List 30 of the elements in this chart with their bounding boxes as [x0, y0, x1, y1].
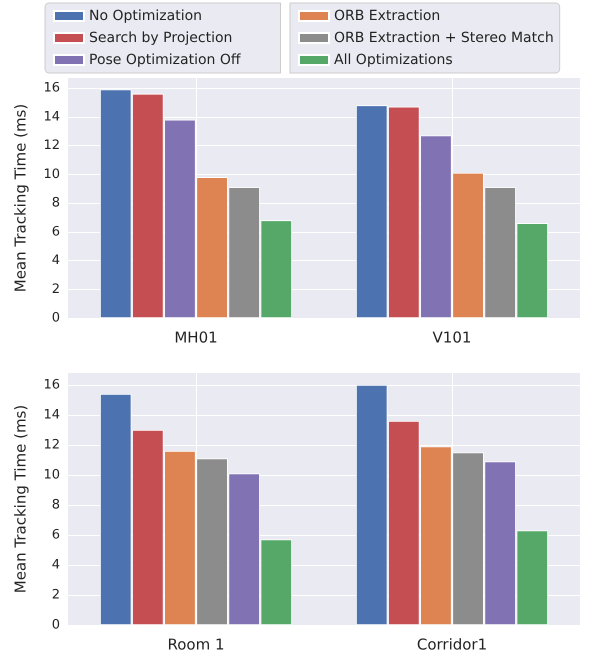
- y-tick-label: 2: [52, 282, 60, 297]
- legend-label: ORB Extraction: [334, 8, 440, 24]
- y-tick-label: 0: [52, 310, 60, 326]
- x-tick-label: MH01: [174, 328, 218, 346]
- y-tick-label: 4: [52, 253, 60, 268]
- y-tick-label: 12: [43, 438, 60, 452]
- y-tick-label: 4: [52, 558, 60, 572]
- y-tick-label: 14: [43, 109, 60, 124]
- y-axis-title: Mean Tracking Time (ms): [12, 404, 30, 594]
- y-tick-label: 10: [43, 166, 60, 182]
- y-tick-label: 2: [52, 588, 60, 602]
- legend-label: Pose Optimization Off: [89, 52, 241, 68]
- y-tick-label: 16: [43, 80, 60, 96]
- y-tick-label: 6: [52, 224, 60, 240]
- legend-label: ORB Extraction + Stereo Match: [334, 30, 554, 46]
- legend-label: No Optimization: [89, 8, 202, 24]
- legend-label: Search by Projection: [89, 30, 232, 46]
- y-tick-label: 10: [43, 468, 60, 482]
- y-tick-label: 6: [52, 528, 60, 542]
- y-tick-label: 16: [43, 378, 60, 392]
- y-axis-title: Mean Tracking Time (ms): [12, 104, 30, 292]
- y-tick-label: 0: [52, 618, 60, 632]
- y-tick-label: 8: [52, 498, 60, 512]
- legend-label: All Optimizations: [334, 52, 453, 68]
- y-tick-label: 14: [43, 408, 60, 422]
- y-tick-label: 8: [52, 196, 60, 211]
- x-tick-label: V101: [432, 328, 472, 346]
- x-tick-label: Corridor1: [416, 636, 488, 654]
- x-tick-label: Room 1: [167, 636, 225, 654]
- y-tick-label: 12: [43, 138, 60, 154]
